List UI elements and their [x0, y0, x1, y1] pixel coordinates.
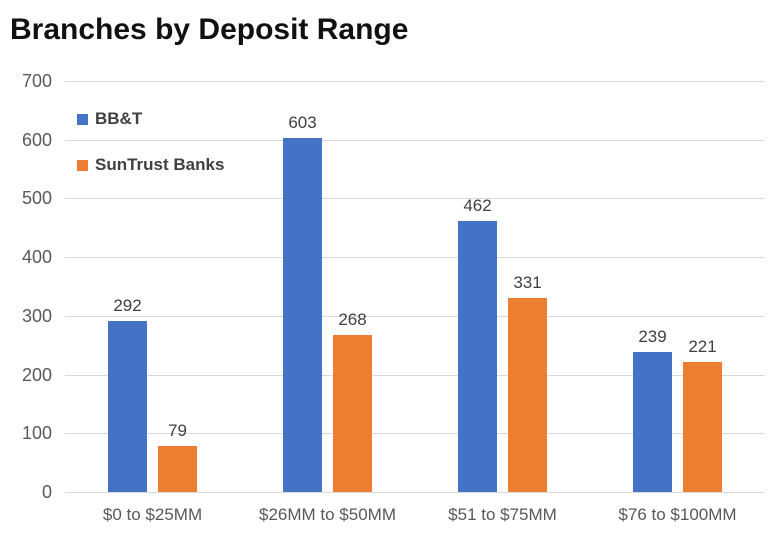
legend-swatch-icon — [77, 159, 88, 171]
bar-bbt — [458, 220, 497, 492]
bar-value-label: 292 — [113, 295, 142, 315]
x-category-label: $26MM to $50MM — [259, 505, 396, 524]
y-tick-label: 700 — [21, 71, 52, 91]
bar-value-label: 239 — [638, 326, 667, 346]
bar-value-label: 268 — [338, 309, 367, 329]
gridline — [65, 315, 765, 317]
bar-bbt — [283, 137, 322, 492]
legend-item: BB&T — [77, 109, 142, 129]
gridline — [65, 433, 765, 435]
chart-title: Branches by Deposit Range — [10, 13, 409, 46]
y-tick-label: 200 — [21, 364, 52, 385]
y-tick-label: 300 — [21, 305, 52, 326]
y-tick-label: 100 — [21, 423, 52, 444]
x-category-label: $51 to $75MM — [448, 505, 557, 524]
bar-suntrust — [333, 334, 372, 492]
bar-suntrust — [508, 297, 547, 492]
gridline — [65, 198, 765, 200]
bar-value-label: 462 — [463, 195, 492, 215]
bar-value-label: 331 — [513, 272, 542, 292]
y-tick-label: 0 — [41, 482, 52, 502]
gridline — [65, 139, 765, 141]
bar-bbt — [108, 320, 147, 492]
x-category-label: $76 to $100MM — [618, 505, 737, 524]
bar-suntrust — [683, 362, 722, 492]
legend-item: SunTrust Banks — [77, 155, 224, 175]
plot-area: 292 603 462 239 79 268 331 221 $0 to $25MM $26MM … — [65, 81, 765, 524]
gridline — [65, 374, 765, 376]
gridline — [65, 257, 765, 259]
y-tick-label: 600 — [21, 129, 52, 150]
gridline — [65, 81, 765, 82]
legend-label: SunTrust Banks — [95, 155, 225, 174]
x-category-label: $0 to $25MM — [102, 505, 203, 524]
bar-value-label: 79 — [168, 420, 187, 440]
y-tick-label: 400 — [21, 247, 52, 268]
legend-label: BB&T — [95, 109, 143, 128]
y-tick-label: 500 — [21, 188, 52, 209]
bar-value-label: 603 — [288, 112, 317, 132]
bar-bbt — [633, 351, 672, 492]
bar-suntrust — [158, 445, 197, 492]
bar-value-label: 221 — [688, 337, 717, 357]
gridline — [65, 492, 765, 493]
legend-swatch-icon — [77, 113, 88, 125]
